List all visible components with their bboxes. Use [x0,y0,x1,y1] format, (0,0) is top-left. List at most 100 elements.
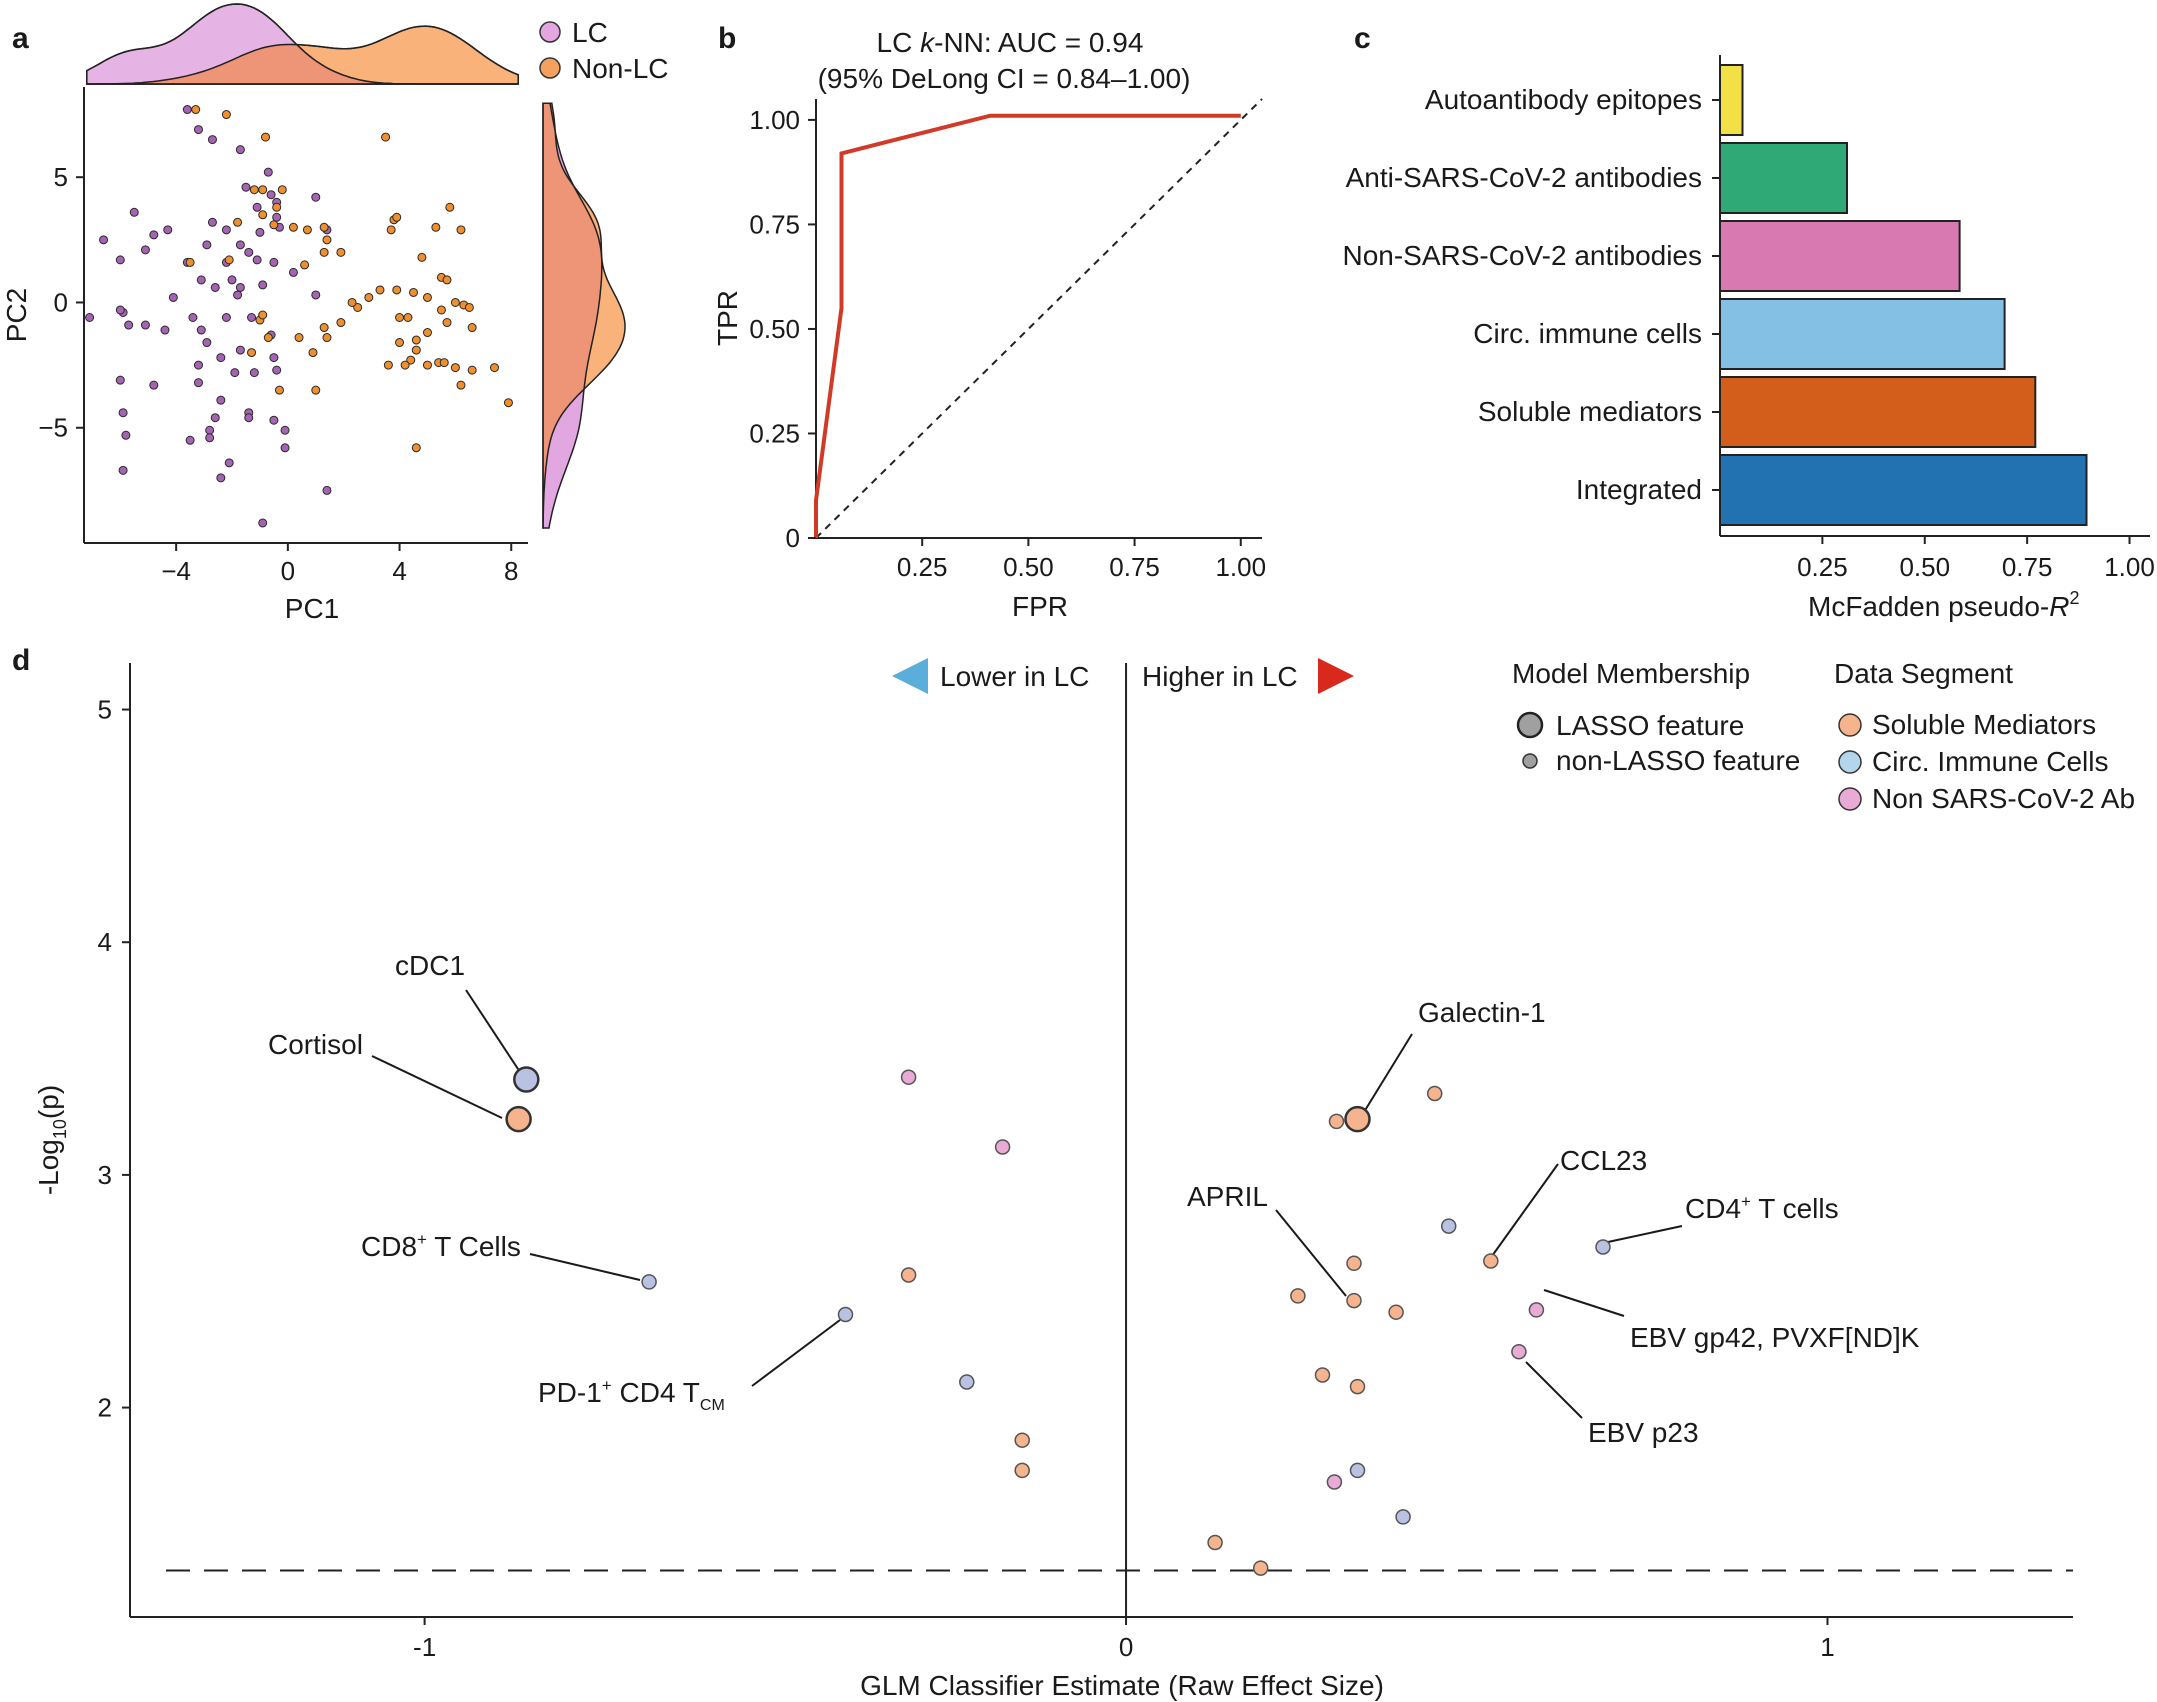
roc-x-tick-label: 0.25 [897,552,948,582]
circ-immune-cells-swatch [1838,750,1862,774]
lower-in-lc-arrow-icon [892,658,928,694]
pca-y-tick-label: 5 [54,162,68,192]
non-lc-point [261,132,271,142]
roc-y-tick-label: 0 [786,523,800,553]
r2-x-tick-label: 1.00 [2104,552,2155,582]
non-lasso-feature-point [1346,1255,1362,1272]
non-lc-point [347,297,357,307]
pca-x-ticks: −4 0 4 8 [161,543,518,586]
non-lc-point [269,220,279,230]
non-lc-point [503,398,513,408]
pc1-density-plot [86,3,519,85]
non-lc-point [417,252,427,262]
r2-category-label: Autoantibody epitopes [1425,84,1702,115]
roc-x-tick-label: 0.75 [1109,552,1160,582]
non-lasso-feature-point [1349,1462,1366,1479]
lc-point [280,425,290,435]
lc-point [118,465,128,475]
non-lasso-feature-point [1349,1378,1366,1395]
roc-x-tick-label: 0.50 [1003,552,1054,582]
non-lc-point [442,318,452,328]
r2-bar [1719,142,1848,214]
non-lc-point [353,302,363,312]
non-lasso-feature-point [900,1267,917,1283]
circ-immune-cells-label: Circ. Immune Cells [1872,746,2108,777]
lc-point [149,380,159,390]
lc-point [196,275,206,285]
pca-y-ticks: −5 0 5 [38,162,84,443]
pc2-density-plot [542,102,626,530]
lc-point [202,338,212,348]
leader-ebv-gp42 [1543,1289,1625,1317]
lc-point [188,313,198,323]
lc-point [255,227,265,237]
non-lc-point [319,222,329,232]
soluble-mediators-label: Soluble Mediators [1872,709,2096,740]
roc-chance-diagonal [815,98,1263,539]
r2-category-label: Integrated [1576,474,1702,505]
roc-title: LC k-NN: AUC = 0.94 [877,27,1144,58]
non-lasso-feature-point [959,1374,975,1390]
pca-y-axis-label: PC2 [1,288,32,342]
membership-legend-title: Model Membership [1512,658,1750,689]
non-lc-point [422,360,432,370]
non-lc-point [258,310,268,320]
lc-point [182,105,192,115]
non-lasso-feature-point [1511,1343,1527,1360]
lc-point [288,267,298,277]
non-lc-point [249,185,259,195]
non-lc-point [274,385,284,395]
non-lasso-feature-point [1207,1534,1223,1551]
lc-point [205,433,215,443]
non-lc-point [411,335,421,345]
lc-point [149,230,159,240]
non-lc-point [431,222,441,232]
lc-point [272,365,282,375]
pca-x-axis-label: PC1 [285,593,339,624]
non-lasso-feature-swatch [1522,753,1538,769]
non-lc-point [395,338,405,348]
non-lc-point [302,225,312,235]
volcano-x-tick-label: 0 [1119,1632,1133,1662]
non-lasso-feature-point [1346,1292,1362,1309]
lasso-feature-label: LASSO feature [1556,710,1744,741]
lc-point [196,325,206,335]
pc1-density-lc-outline [86,3,519,85]
lc-point [249,368,259,378]
lc-point [121,430,131,440]
panel-a-letter: a [12,22,29,55]
non-lc-point [467,365,477,375]
leader-april [1275,1209,1347,1297]
non-lc-point [392,285,402,295]
lc-point [224,458,234,468]
lc-point [235,282,245,292]
pca-x-tick-label: 4 [392,556,406,586]
non-lc-point [381,132,391,142]
lc-point [269,257,279,267]
volcano-y-ticks: 2 3 4 5 [98,695,130,1423]
non-lc-point [277,185,287,195]
roc-y-tick-label: 0.75 [749,209,800,239]
lc-point [129,207,139,217]
non-lc-point [450,363,460,373]
annotation-galectin-1: Galectin-1 [1418,997,1546,1028]
non-sars-ab-swatch [1838,787,1862,811]
lc-point [233,290,243,300]
lasso-feature-point [1344,1105,1371,1133]
non-lc-point [422,292,432,302]
lc-point [205,425,215,435]
non-lc-point [191,105,201,115]
non-lasso-feature-point [1440,1218,1457,1234]
lc-point [221,313,231,323]
soluble-mediators-swatch [1838,713,1862,737]
lc-point [216,473,226,483]
annotation-ebv-p23: EBV p23 [1588,1417,1699,1448]
non-lc-point [489,363,499,373]
lc-point [247,313,257,323]
lc-point [258,280,268,290]
lower-in-lc-label: Lower in LC [940,661,1089,692]
non-lc-point [288,222,298,232]
volcano-y-tick-label: 2 [98,1393,112,1423]
lc-point [269,353,279,363]
